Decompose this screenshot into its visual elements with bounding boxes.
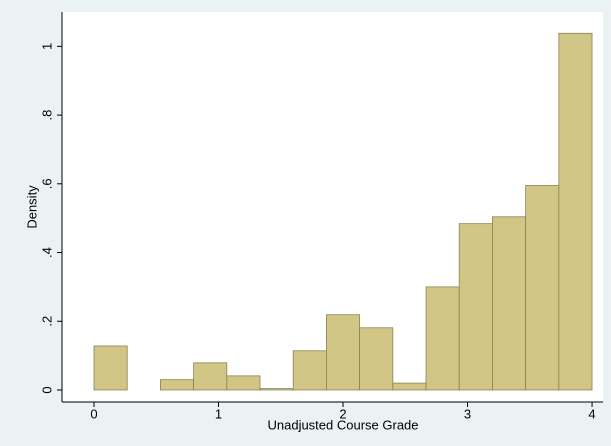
y-tick-label: 1 [39,43,54,50]
x-tick-label: 4 [588,406,595,421]
bar [292,350,327,391]
bar [193,362,228,391]
x-tick-label: 2 [339,406,346,421]
x-tick-label: 3 [464,406,471,421]
y-tick-label: .2 [39,316,54,327]
y-axis-label: Density [24,185,39,229]
bar [326,314,361,391]
y-tick-label: .6 [39,178,54,189]
x-tick-label: 1 [215,406,222,421]
bar [259,388,294,391]
bar [558,32,593,391]
bar [226,375,261,391]
bar [492,216,527,391]
bar [160,379,195,391]
x-axis-label: Unadjusted Course Grade [267,417,418,432]
bar [525,185,560,391]
y-tick-label: .8 [39,110,54,121]
bar [425,286,460,391]
bar [392,382,427,391]
bar [359,327,394,391]
y-tick-label: .4 [39,247,54,258]
x-tick-label: 0 [90,406,97,421]
bar [93,345,128,391]
y-tick-label: 0 [39,386,54,393]
bar [458,223,493,391]
